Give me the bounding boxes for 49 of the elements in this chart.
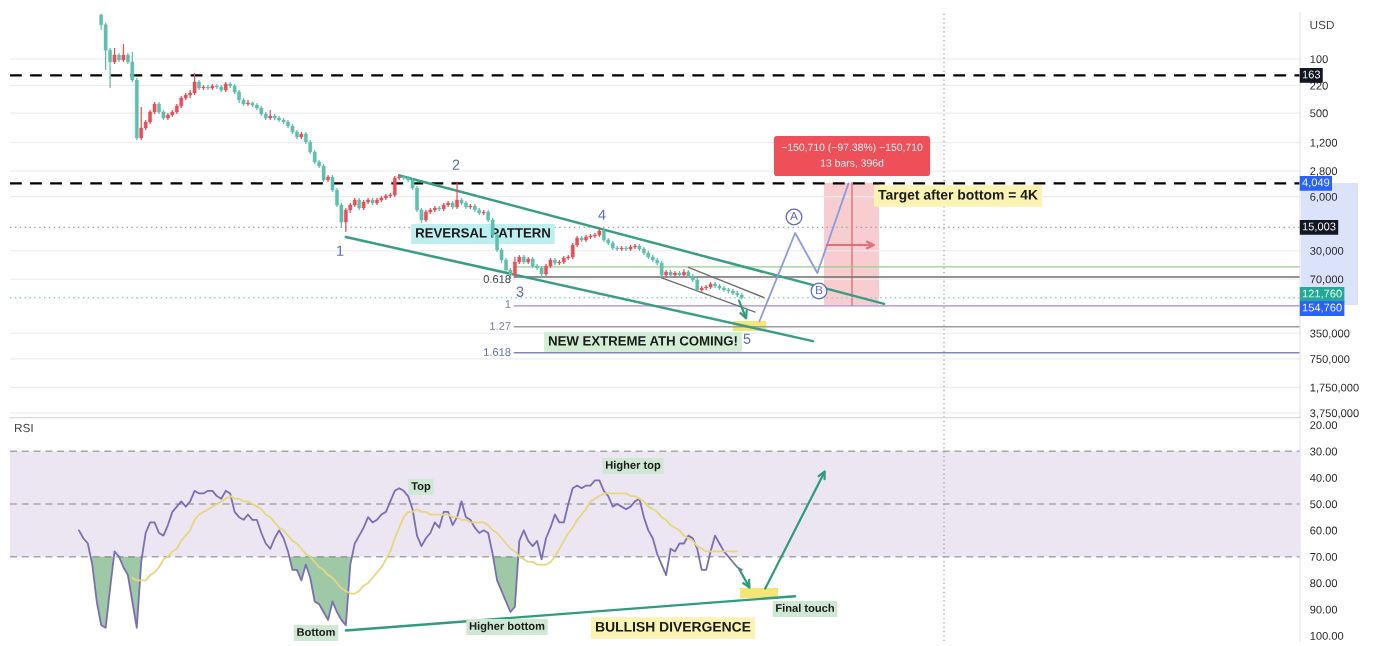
annotation: Top [411,482,431,493]
annotation: RSI [14,423,33,433]
y-tick-label: 80.00 [1310,579,1338,588]
y-tick-label: 3,750,000 [1310,409,1359,419]
annotation: −150,710 (−97.38%) −150,710 13 bars, 396d [781,143,923,168]
annotation: 0.618 [483,275,511,283]
y-tick-label: 100 [1310,55,1328,64]
y-tick-label: 750,000 [1310,355,1350,365]
text: 154,760 [1302,303,1342,313]
annotation: 1 [505,300,511,308]
text: USD [1310,20,1334,30]
annotation: 163 [1302,70,1321,79]
annotation: Target after bottom = 4K [878,189,1038,203]
annotation: Bottom [297,628,335,636]
y-tick-label: 100.00 [1310,632,1344,640]
y-tick-label: 220 [1310,81,1328,90]
annotation: A [790,211,798,221]
annotation: 1.618 [484,348,511,356]
y-tick-label: 1,200 [1310,138,1338,148]
text: 121,760 [1302,289,1342,299]
y-tick-label: 50.00 [1310,500,1338,509]
annotation: 2 [452,159,460,170]
annotation: NEW EXTREME ATH COMING! [548,336,737,346]
y-tick-label: 40.00 [1309,473,1338,482]
y-tick-label: 70,000 [1310,275,1344,285]
y-tick-label: 20.00 [1310,421,1338,430]
annotation: 4,049 [1302,178,1330,188]
annotation: Higher bottom [469,621,545,633]
annotation: REVERSAL PATTERN [416,228,550,238]
annotation: 5 [743,333,751,344]
annotation: 4 [598,209,606,220]
y-tick-label: 350,000 [1310,329,1350,339]
y-tick-label: 90.00 [1310,605,1338,614]
annotation: Higher top [605,460,661,472]
y-tick-label: 70.00 [1310,552,1338,561]
annotation: 15,003 [1302,222,1336,232]
annotation: B [816,285,823,295]
annotation: 1 [337,245,344,256]
annotation: 3 [516,286,524,297]
y-tick-label: 2,800 [1310,167,1338,177]
y-tick-label: 30.00 [1310,447,1338,456]
y-tick-label: 6,000 [1310,192,1338,203]
y-tick-label: 1,750,000 [1310,383,1359,393]
annotation: BULLISH DIVERGENCE [595,621,751,632]
annotation: 1.27 [490,322,511,330]
y-tick-label: 60.00 [1310,526,1338,535]
annotation: Final touch [776,603,834,612]
y-tick-label: 30,000 [1310,246,1344,257]
y-tick-label: 500 [1310,109,1328,118]
